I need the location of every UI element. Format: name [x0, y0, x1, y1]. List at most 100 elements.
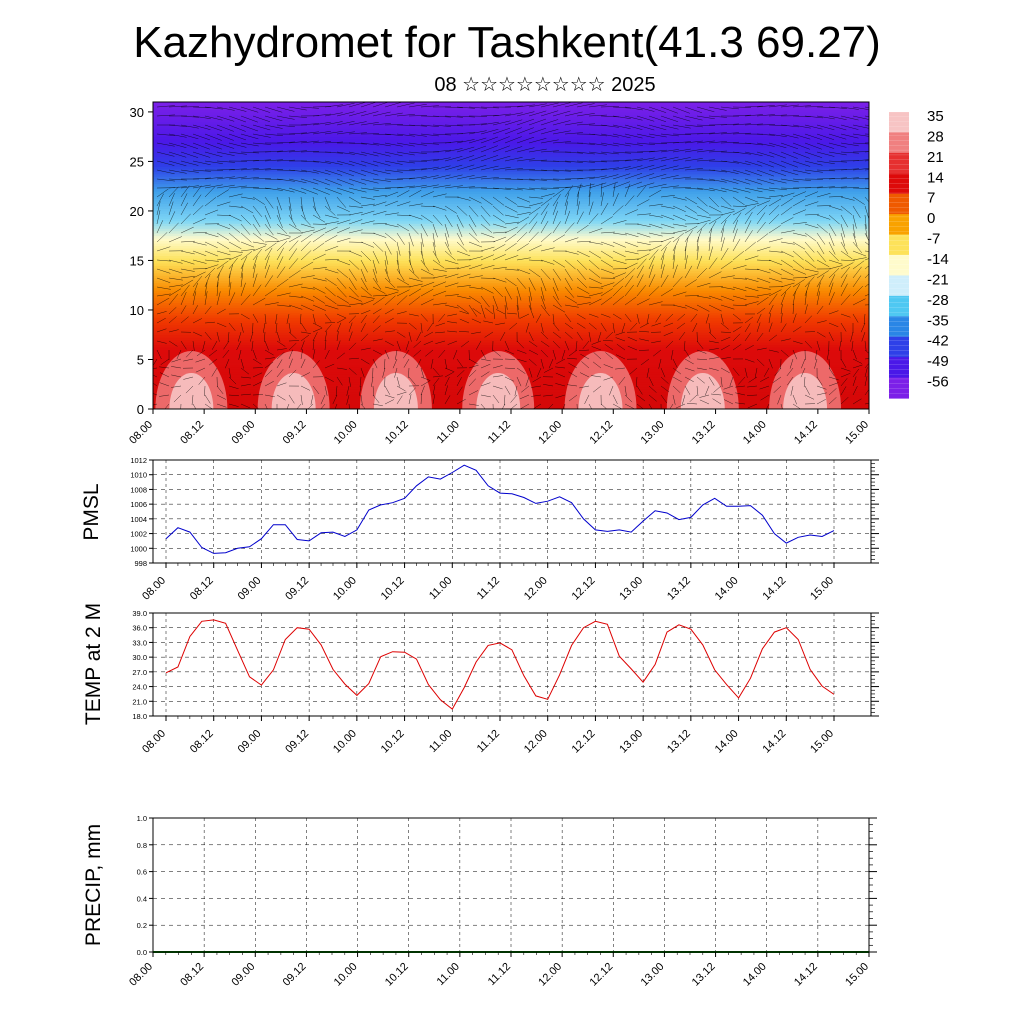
temperature-band	[153, 133, 869, 138]
wind-vector	[264, 340, 269, 351]
wind-vector	[852, 177, 869, 180]
wind-vector	[195, 367, 206, 373]
wind-vector	[756, 307, 766, 315]
wind-vector	[732, 160, 751, 166]
wind-vector	[432, 165, 451, 171]
wind-vector	[372, 133, 391, 136]
wind-vector	[360, 210, 375, 216]
wind-vector	[276, 115, 295, 120]
wind-vector	[408, 283, 423, 288]
wind-vector	[612, 272, 627, 279]
wind-vector	[336, 205, 350, 212]
wind-vector	[228, 223, 241, 233]
y-tick-label: 1006	[130, 500, 147, 509]
wind-vector	[792, 178, 811, 181]
wind-vector	[192, 403, 197, 409]
wind-vector	[672, 232, 684, 243]
wind-vector	[312, 113, 331, 117]
wind-vector	[324, 363, 335, 369]
wind-vector	[600, 322, 607, 332]
wind-vector	[576, 331, 583, 341]
precip-panel: 0.00.20.40.60.81.0 08.00 08.12 09.00 09.12 1…	[82, 814, 877, 989]
wind-vector	[528, 213, 539, 225]
wind-vector	[408, 387, 416, 396]
wind-vector	[432, 193, 447, 198]
colorbar-label: -56	[927, 374, 949, 391]
wind-vector	[564, 250, 579, 255]
wind-vector	[840, 124, 859, 130]
wind-vector	[504, 168, 523, 171]
wind-vector	[852, 358, 863, 364]
wind-vector	[708, 257, 718, 270]
wind-vector	[240, 142, 259, 147]
x-tick-label: 12.12	[570, 728, 598, 756]
wind-vector	[156, 232, 168, 243]
wind-vector	[852, 159, 869, 162]
wind-vector	[759, 385, 770, 390]
wind-vector	[648, 244, 662, 252]
wind-vector	[372, 277, 382, 290]
wind-vector	[516, 232, 528, 243]
temperature-band	[153, 230, 869, 234]
wind-vector	[180, 240, 195, 243]
wind-vector	[744, 114, 763, 117]
wind-vector	[264, 169, 283, 171]
wind-vector	[708, 150, 727, 153]
wind-vector	[444, 205, 457, 214]
wind-vector	[468, 145, 487, 153]
wind-vector	[678, 331, 686, 341]
wind-vector	[864, 265, 869, 270]
wind-vector	[480, 165, 499, 171]
wind-vector	[204, 186, 215, 198]
wind-vector	[696, 367, 707, 371]
wind-vector	[372, 123, 391, 126]
wind-vector	[672, 166, 691, 171]
wind-vector	[852, 364, 863, 369]
wind-vector	[164, 403, 170, 409]
wind-vector	[684, 106, 703, 114]
wind-vector	[160, 358, 170, 365]
wind-vector	[252, 349, 257, 360]
colorbar-segment	[889, 173, 909, 195]
wind-vector	[348, 331, 353, 342]
wind-vector	[480, 145, 498, 153]
temperature-band	[153, 289, 869, 294]
wind-vector	[492, 244, 506, 252]
wind-vector	[720, 141, 739, 144]
temperature-band	[153, 319, 869, 323]
x-tick-label: 08.12	[188, 728, 216, 756]
wind-vector	[216, 385, 224, 395]
wind-vector	[192, 205, 204, 216]
wind-vector	[528, 178, 547, 181]
wind-vector	[228, 250, 243, 253]
wind-vector	[408, 124, 427, 127]
wind-vector	[156, 259, 171, 262]
temperature-band	[153, 131, 869, 135]
wind-vector	[384, 223, 399, 228]
wind-vector	[156, 220, 164, 234]
wind-vector	[816, 241, 825, 255]
wind-vector	[204, 209, 219, 216]
wind-vector	[504, 255, 519, 261]
wind-vector	[312, 340, 315, 351]
wind-vector	[732, 205, 747, 208]
wind-vector	[312, 160, 331, 164]
wind-vector	[432, 133, 451, 136]
colorbar-label: -14	[927, 251, 949, 268]
wind-vector	[504, 243, 517, 252]
wind-vector	[528, 304, 535, 319]
wind-vector	[696, 349, 707, 354]
wind-vector	[468, 286, 483, 290]
wind-vector	[692, 322, 698, 333]
wind-vector	[864, 169, 869, 171]
wind-vector	[228, 115, 247, 123]
wind-vector	[276, 159, 295, 162]
wind-vector	[804, 124, 823, 130]
wind-vector	[852, 313, 859, 323]
wind-vector	[432, 241, 437, 256]
wind-vector	[516, 304, 520, 319]
wind-vector	[744, 255, 759, 261]
wind-vector	[348, 315, 357, 324]
wind-vector	[480, 121, 499, 126]
wind-vector	[216, 133, 234, 141]
